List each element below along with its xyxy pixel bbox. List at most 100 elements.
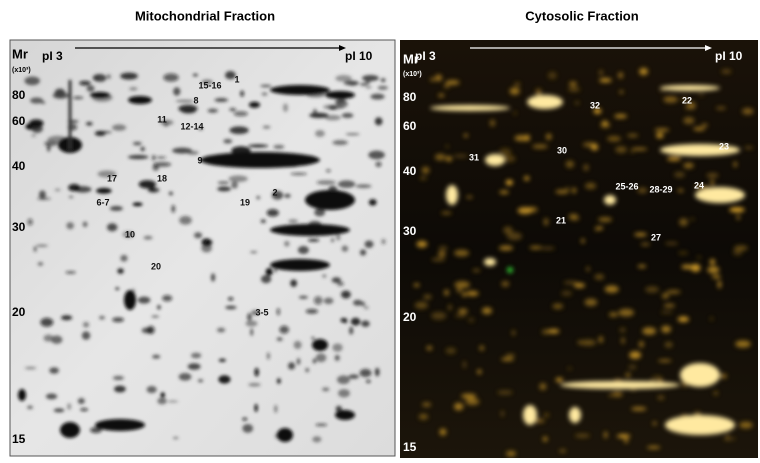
spot-label: 1: [234, 74, 239, 84]
gel-spot: [630, 150, 634, 154]
gel-spot: [288, 219, 298, 223]
gel-spot: [572, 188, 576, 194]
gel-spot: [331, 238, 334, 242]
panel-title: Mitochondrial Fraction: [135, 8, 275, 23]
gel-spot: [315, 424, 327, 426]
gel-spot: [36, 245, 48, 247]
gel-spot: [299, 296, 308, 299]
gel-spot: [230, 126, 249, 134]
gel-spot: [499, 246, 513, 251]
gel-spot: [115, 287, 119, 290]
gel-spot: [499, 190, 509, 194]
gel-spot: [120, 255, 127, 262]
gel-spot: [419, 414, 428, 420]
gel-spot: [548, 72, 557, 80]
gel-spot: [556, 378, 564, 382]
gel-spot: [431, 312, 446, 320]
gel-spot: [532, 144, 548, 148]
gel-spot: [47, 144, 51, 152]
gel-spot: [679, 218, 688, 226]
gel-spot: [152, 155, 156, 160]
gel-spot: [37, 198, 51, 200]
gel-spot: [305, 190, 355, 210]
gel-spot: [631, 148, 647, 150]
gel-spot: [283, 103, 288, 112]
mr-tick-label: 40: [12, 159, 26, 173]
gel-spot: [641, 243, 650, 245]
spot-label: 18: [157, 173, 167, 183]
gel-spot: [133, 142, 142, 145]
gel-spot: [317, 180, 336, 185]
gel-spot: [29, 119, 43, 127]
gel-spot: [129, 87, 137, 90]
gel-spot: [288, 362, 295, 369]
gel-spot: [61, 315, 72, 320]
gel-spot: [414, 284, 420, 287]
gel-spot: [198, 379, 203, 382]
ph-end: pI 10: [345, 49, 373, 63]
gel-spot: [501, 410, 504, 416]
gel-spot: [445, 348, 456, 354]
gel-spot: [250, 328, 253, 336]
gel-spot: [710, 317, 713, 320]
gel-spot: [335, 410, 355, 420]
gel-spot: [639, 341, 644, 348]
gel-spot: [420, 177, 427, 180]
gel-spot: [27, 219, 32, 226]
gel-spot: [564, 281, 579, 285]
gel-spot: [506, 354, 515, 356]
gel-spot: [660, 85, 720, 91]
gel-spot: [65, 271, 75, 274]
gel-spot: [472, 269, 480, 271]
gel-spot: [176, 100, 194, 102]
gel-spot: [430, 105, 510, 111]
gel-spot: [609, 312, 618, 317]
gel-spot: [267, 209, 279, 217]
gel-spot: [25, 77, 40, 86]
spot-label: 12-14: [180, 121, 203, 131]
gel-spot: [662, 293, 669, 299]
gel-spot: [726, 433, 728, 441]
gel-spot: [117, 268, 124, 274]
gel-spot: [249, 102, 260, 108]
gel-spot: [721, 69, 731, 73]
gel-spot: [30, 97, 43, 103]
gel-spot: [217, 187, 231, 192]
gel-spot: [169, 192, 173, 196]
spot-label: 10: [125, 229, 135, 239]
gel-spot: [698, 93, 704, 97]
gel-spot: [453, 155, 468, 158]
gel-spot: [360, 369, 372, 377]
gel-spot: [51, 335, 62, 343]
gel-spot: [457, 288, 462, 293]
gel-spot: [546, 134, 552, 140]
gel-spot: [604, 431, 607, 438]
gel-spot: [313, 359, 317, 364]
gel-spot: [503, 227, 512, 234]
spot-label: 17: [107, 173, 117, 183]
figure: Mitochondrial FractionMr(x10³)pI 3pI 108…: [0, 0, 760, 458]
gel-spot: [678, 316, 689, 322]
gel-spot: [507, 267, 513, 273]
gel-spot: [54, 408, 65, 412]
gel-spot: [525, 134, 530, 141]
gel-spot: [568, 87, 580, 91]
spot-label: 23: [719, 141, 729, 151]
gel-spot: [570, 216, 580, 220]
gel-spot: [324, 298, 334, 304]
gel-spot: [371, 94, 385, 100]
gel-spot: [506, 180, 513, 185]
spot-label: 9: [197, 155, 202, 165]
gel-spot: [639, 68, 648, 75]
gel-spot: [615, 146, 627, 153]
gel-spot: [277, 337, 283, 341]
gel-spot: [112, 317, 124, 322]
gel-spot: [128, 96, 152, 104]
gel-spot: [322, 274, 326, 278]
gel-spot: [690, 218, 695, 220]
ph-start: pI 3: [415, 49, 436, 63]
gel-spot: [308, 239, 320, 242]
mr-tick-label: 40: [403, 164, 417, 178]
gel-spot: [284, 241, 289, 247]
gel-spot: [438, 251, 446, 257]
